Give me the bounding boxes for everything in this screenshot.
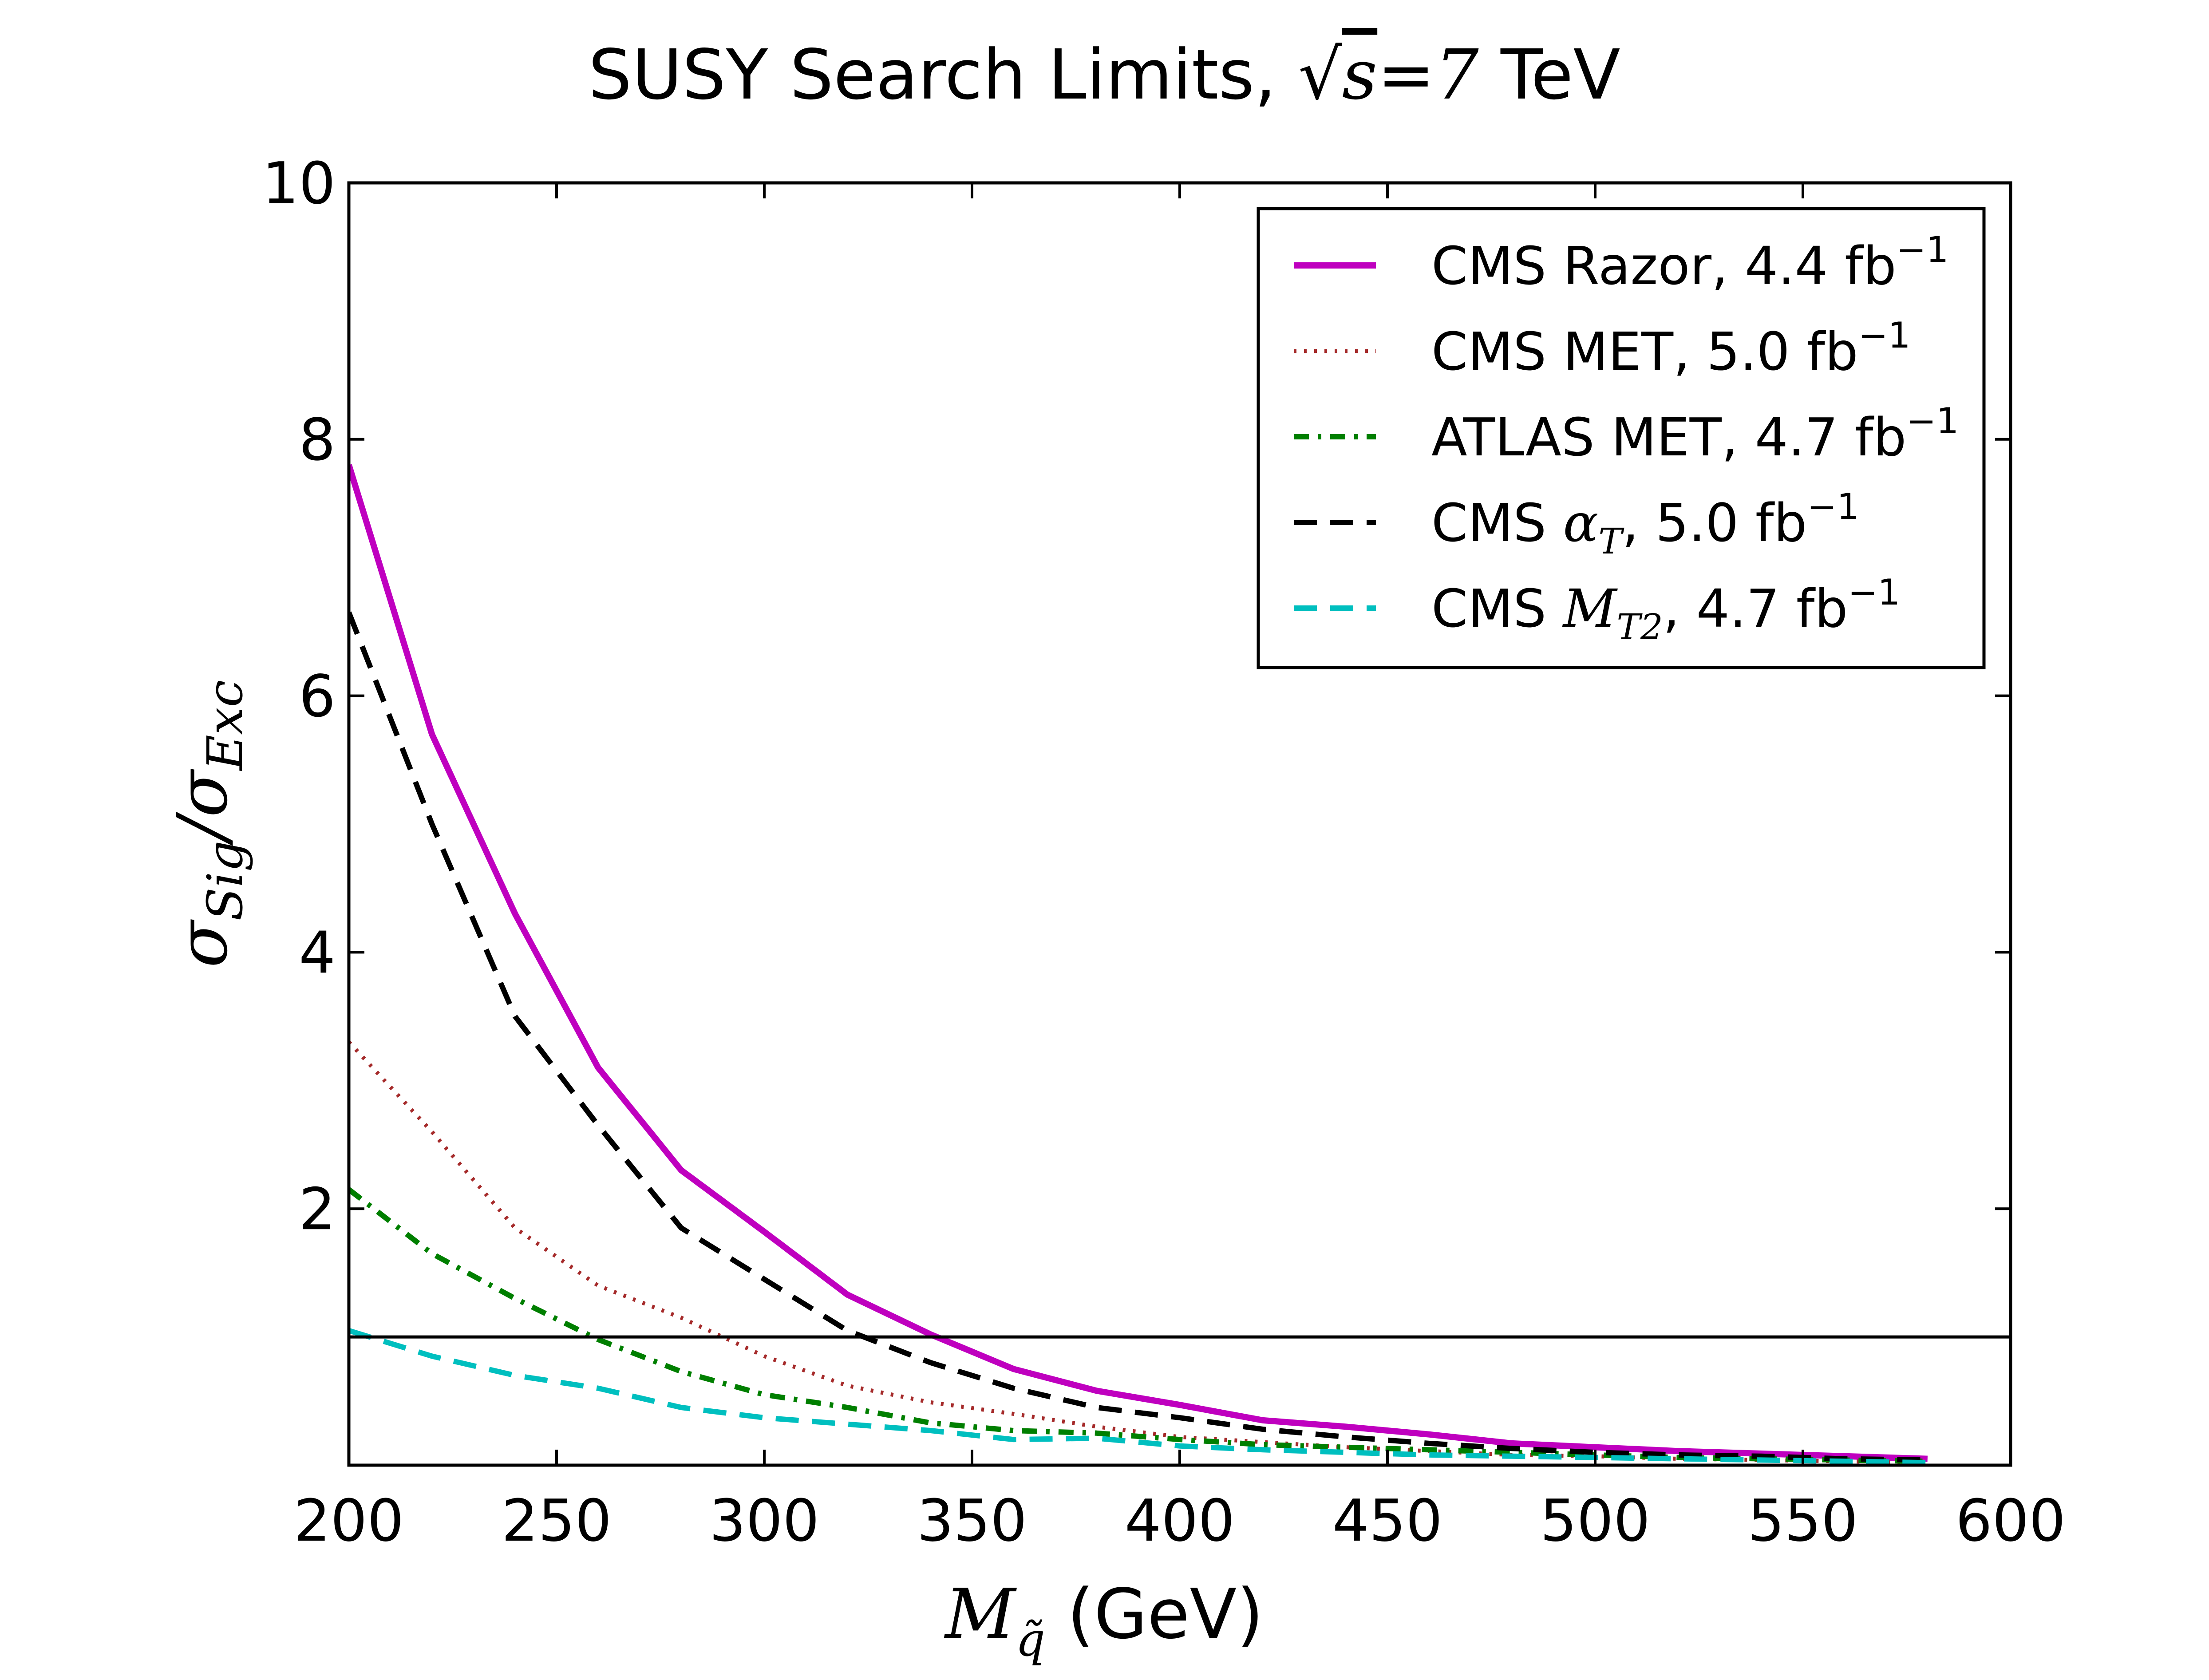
legend-label-1: CMS Razor, 4.4 fb−1 bbox=[1431, 229, 1949, 296]
chart-title: SUSY Search Limits, √s=7 TeV bbox=[588, 35, 1620, 115]
series-line-3 bbox=[349, 1187, 1928, 1464]
x-tick-label: 200 bbox=[294, 1487, 404, 1554]
x-axis-label: Mq̃ (GeV) bbox=[944, 1574, 1264, 1667]
title-suffix: TeV bbox=[1479, 35, 1620, 115]
y-axis-label-sigma2: σ bbox=[162, 768, 243, 817]
x-tick-label: 250 bbox=[502, 1487, 612, 1554]
legend: CMS Razor, 4.4 fb−1 CMS MET, 5.0 fb−1 ATLA… bbox=[1257, 207, 1986, 669]
legend-box bbox=[1257, 207, 1986, 669]
x-axis-label-symbol: M bbox=[944, 1574, 1017, 1654]
y-tick-label: 2 bbox=[299, 1175, 336, 1243]
series-line-5 bbox=[349, 1328, 1928, 1465]
legend-label-3: ATLAS MET, 4.7 fb−1 bbox=[1431, 400, 1959, 468]
y-axis-label-slash: / bbox=[162, 812, 243, 846]
x-tick-label: 550 bbox=[1748, 1487, 1858, 1554]
y-tick-label: 10 bbox=[262, 150, 336, 217]
y-tick-label: 4 bbox=[299, 919, 336, 986]
x-tick-label: 500 bbox=[1540, 1487, 1650, 1554]
series-line-4 bbox=[349, 611, 1928, 1463]
legend-entries: CMS Razor, 4.4 fb−1 CMS MET, 5.0 fb−1 ATLA… bbox=[1294, 229, 1959, 648]
x-axis-label-unit: (GeV) bbox=[1045, 1574, 1264, 1654]
y-axis-label-sub1: Sig bbox=[197, 841, 253, 921]
x-tick-label: 600 bbox=[1956, 1487, 2066, 1554]
title-prefix: SUSY Search Limits, bbox=[588, 35, 1298, 115]
legend-label-5: CMS MT2, 4.7 fb−1 bbox=[1431, 572, 1900, 648]
title-sqrt: √ bbox=[1298, 35, 1342, 115]
x-tick-label: 450 bbox=[1332, 1487, 1442, 1554]
legend-label-4: CMS αT, 5.0 fb−1 bbox=[1431, 486, 1859, 562]
title-s: s bbox=[1342, 35, 1378, 115]
y-tick-label: 8 bbox=[299, 406, 336, 474]
series-line-1 bbox=[349, 464, 1928, 1462]
legend-label-2: CMS MET, 5.0 fb−1 bbox=[1431, 315, 1911, 382]
y-axis-label-sigma1: σ bbox=[162, 919, 243, 968]
y-tick-label: 6 bbox=[299, 663, 336, 730]
x-tick-label: 300 bbox=[709, 1487, 819, 1554]
x-tick-label: 350 bbox=[917, 1487, 1027, 1554]
series-lines bbox=[349, 464, 1928, 1465]
y-axis-label-sub2: Exc bbox=[197, 680, 253, 771]
y-axis-label: σSig/σExc bbox=[162, 680, 253, 968]
x-axis-label-subscript: q̃ bbox=[1016, 1613, 1045, 1667]
x-tick-label: 400 bbox=[1125, 1487, 1235, 1554]
title-eq: =7 bbox=[1377, 35, 1479, 115]
axis-ticks: 200 250 300 350 400 450 500 550 600 2 4 6 8 10 bbox=[262, 150, 2066, 1554]
